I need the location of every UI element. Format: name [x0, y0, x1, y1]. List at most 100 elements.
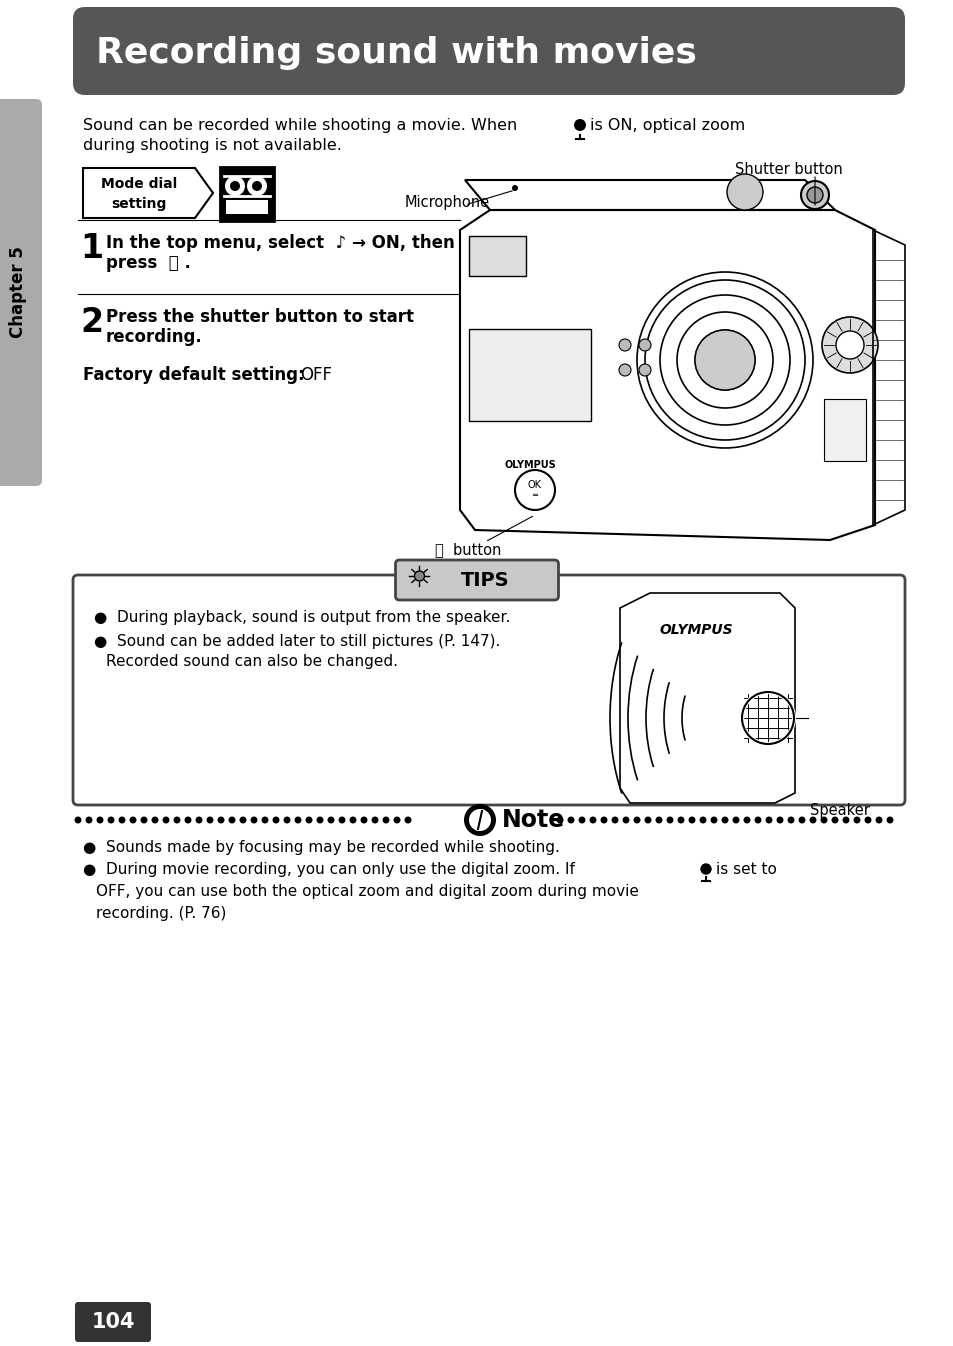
Circle shape — [639, 339, 650, 351]
FancyBboxPatch shape — [823, 398, 865, 460]
Circle shape — [469, 809, 491, 830]
Circle shape — [863, 817, 871, 824]
Circle shape — [556, 817, 563, 824]
Circle shape — [252, 180, 262, 191]
Circle shape — [349, 817, 356, 824]
Text: ●  Sounds made by focusing may be recorded while shooting.: ● Sounds made by focusing may be recorde… — [83, 840, 559, 855]
Circle shape — [801, 180, 828, 209]
Circle shape — [360, 817, 367, 824]
Circle shape — [294, 817, 301, 824]
Text: OFF, you can use both the optical zoom and digital zoom during movie: OFF, you can use both the optical zoom a… — [96, 884, 639, 899]
Text: Press the shutter button to start: Press the shutter button to start — [106, 308, 414, 326]
Circle shape — [130, 817, 136, 824]
Text: is ON, optical zoom: is ON, optical zoom — [589, 118, 744, 133]
Circle shape — [599, 817, 607, 824]
Text: 104: 104 — [91, 1312, 134, 1333]
FancyBboxPatch shape — [0, 100, 42, 486]
Circle shape — [655, 817, 661, 824]
Circle shape — [327, 817, 335, 824]
Circle shape — [206, 817, 213, 824]
Circle shape — [118, 817, 126, 824]
Circle shape — [96, 817, 103, 824]
Circle shape — [695, 330, 754, 390]
Circle shape — [195, 817, 202, 824]
Circle shape — [688, 817, 695, 824]
FancyBboxPatch shape — [220, 167, 274, 221]
Circle shape — [835, 331, 863, 359]
Circle shape — [230, 180, 240, 191]
Circle shape — [710, 817, 717, 824]
Circle shape — [305, 817, 313, 824]
Circle shape — [578, 817, 585, 824]
Circle shape — [414, 571, 424, 581]
Circle shape — [86, 817, 92, 824]
Circle shape — [622, 817, 629, 824]
Text: recording. (P. 76): recording. (P. 76) — [96, 906, 226, 921]
Circle shape — [463, 804, 496, 836]
Circle shape — [618, 339, 630, 351]
Text: Speaker: Speaker — [809, 804, 869, 818]
Text: Recording sound with movies: Recording sound with movies — [96, 36, 696, 70]
Circle shape — [639, 363, 650, 376]
FancyBboxPatch shape — [75, 1302, 151, 1342]
FancyBboxPatch shape — [469, 236, 525, 276]
Circle shape — [382, 817, 389, 824]
Text: 1: 1 — [80, 232, 103, 265]
Circle shape — [732, 817, 739, 824]
Circle shape — [611, 817, 618, 824]
Text: TIPS: TIPS — [460, 571, 509, 590]
Circle shape — [283, 817, 291, 824]
Circle shape — [567, 817, 574, 824]
Circle shape — [261, 817, 268, 824]
Circle shape — [831, 817, 838, 824]
Circle shape — [885, 817, 893, 824]
Circle shape — [726, 174, 762, 210]
Circle shape — [742, 817, 750, 824]
Circle shape — [633, 817, 639, 824]
Circle shape — [225, 176, 245, 197]
Text: Recorded sound can also be changed.: Recorded sound can also be changed. — [106, 654, 397, 669]
Circle shape — [644, 817, 651, 824]
Circle shape — [754, 817, 760, 824]
Circle shape — [173, 817, 180, 824]
Text: In the top menu, select  ♪ → ON, then: In the top menu, select ♪ → ON, then — [106, 234, 455, 252]
Text: Shutter button: Shutter button — [734, 163, 841, 178]
Text: Note: Note — [501, 808, 565, 832]
FancyBboxPatch shape — [226, 201, 268, 214]
Circle shape — [798, 817, 804, 824]
Circle shape — [108, 817, 114, 824]
Circle shape — [875, 817, 882, 824]
Circle shape — [74, 817, 81, 824]
Circle shape — [229, 817, 235, 824]
Circle shape — [162, 817, 170, 824]
FancyBboxPatch shape — [395, 560, 558, 600]
FancyBboxPatch shape — [73, 7, 904, 96]
Text: Microphone: Microphone — [405, 195, 490, 210]
Text: setting: setting — [112, 197, 167, 211]
Circle shape — [152, 817, 158, 824]
Text: OLYMPUS: OLYMPUS — [503, 460, 556, 470]
Text: ⓞ  button: ⓞ button — [435, 542, 501, 557]
Circle shape — [699, 817, 706, 824]
Circle shape — [371, 817, 378, 824]
Text: ●  Sound can be added later to still pictures (P. 147).: ● Sound can be added later to still pict… — [94, 634, 500, 649]
Text: ═: ═ — [532, 491, 537, 501]
Circle shape — [618, 363, 630, 376]
Circle shape — [393, 817, 400, 824]
Circle shape — [140, 817, 148, 824]
Text: ●  During playback, sound is output from the speaker.: ● During playback, sound is output from … — [94, 610, 510, 625]
Circle shape — [806, 187, 822, 203]
Circle shape — [239, 817, 246, 824]
Text: 2: 2 — [80, 306, 103, 339]
Text: ●  During movie recording, you can only use the digital zoom. If: ● During movie recording, you can only u… — [83, 861, 575, 878]
Circle shape — [217, 817, 224, 824]
Circle shape — [776, 817, 782, 824]
Circle shape — [666, 817, 673, 824]
Text: OLYMPUS: OLYMPUS — [659, 623, 733, 637]
Circle shape — [764, 817, 772, 824]
Circle shape — [820, 817, 826, 824]
Text: during shooting is not available.: during shooting is not available. — [83, 139, 341, 153]
Circle shape — [841, 817, 848, 824]
Text: Chapter 5: Chapter 5 — [9, 246, 27, 338]
Circle shape — [786, 817, 794, 824]
